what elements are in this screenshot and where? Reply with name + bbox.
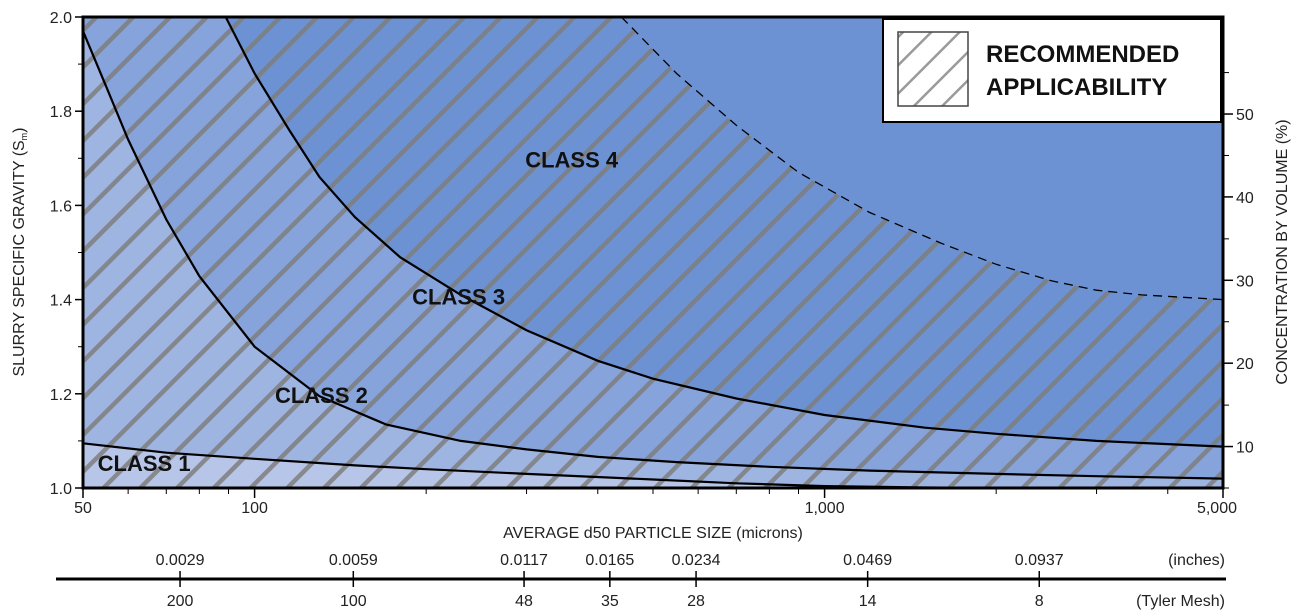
x-tick-label: 5,000 [1197,500,1237,517]
class3-boundary [224,17,1223,448]
x-axis: 50 100 1,000 5,000 [74,488,1237,517]
legend: RECOMMENDED APPLICABILITY [882,18,1222,123]
y-tick-label: 1.6 [50,198,72,215]
inches-unit-label: (inches) [1168,552,1225,569]
legend-line-2: APPLICABILITY [986,74,1167,101]
mesh-tick-label: 8 [1035,593,1044,610]
x-tick-label: 50 [74,500,92,517]
y2-axis: 10 20 30 40 50 [1223,72,1254,489]
inches-tick-label: 0.0937 [1015,552,1064,569]
y2-tick-label: 50 [1236,107,1254,124]
y2-tick-label: 10 [1236,440,1254,457]
applicability-boundary [620,17,1223,301]
mesh-tick-label: 48 [515,593,533,610]
applicability-region [83,17,1223,488]
applicability-hatch [83,17,1223,488]
inches-tick-label: 0.0029 [156,552,205,569]
class-label-2: CLASS 2 [275,383,368,408]
inches-tick-label: 0.0117 [500,552,548,569]
y2-tick-label: 40 [1236,190,1254,207]
mesh-tick-label: 35 [601,593,619,610]
legend-swatch [897,31,969,107]
inches-tick-label: 0.0469 [843,552,892,569]
y-tick-label: 1.4 [50,293,72,310]
inches-tick-label: 0.0234 [672,552,721,569]
mesh-tick-label: 14 [859,593,877,610]
x-axis-title: AVERAGE d50 PARTICLE SIZE (microns) [503,525,803,542]
class-label-3: CLASS 3 [412,284,505,309]
class-labels: CLASS 1 CLASS 2 CLASS 3 CLASS 4 [98,148,619,476]
y-tick-label: 1.8 [50,104,72,121]
mesh-unit-label: (Tyler Mesh) [1136,593,1225,610]
inches-tick-label: 0.0059 [329,552,378,569]
y2-axis-title: CONCENTRATION BY VOLUME (%) [1274,119,1291,384]
y-tick-label: 1.2 [50,387,72,404]
class-label-4: CLASS 4 [525,148,619,173]
class-label-1: CLASS 1 [98,451,191,476]
class2-boundary [83,30,1223,480]
inches-tick-label: 0.0165 [585,552,634,569]
y-tick-label: 2.0 [50,10,72,27]
legend-line-1: RECOMMENDED [986,41,1179,68]
tyler-mesh-scale: 200 100 48 35 28 14 8 (Tyler Mesh) [167,579,1225,610]
inches-scale: 0.0029 0.0059 0.0117 0.0165 0.0234 0.0469 0.09… [156,552,1225,579]
y-tick-label: 1.0 [50,481,72,498]
x-tick-label: 100 [241,500,268,517]
y-axis: 1.0 1.2 1.4 1.6 1.8 2.0 [50,10,83,498]
y-axis-title: SLURRY SPECIFIC GRAVITY (Sm) [11,127,29,376]
mesh-tick-label: 200 [167,593,194,610]
mesh-tick-label: 28 [687,593,705,610]
mesh-tick-label: 100 [340,593,367,610]
y2-tick-label: 20 [1236,356,1254,373]
x-tick-label: 1,000 [805,500,845,517]
y2-tick-label: 30 [1236,273,1254,290]
